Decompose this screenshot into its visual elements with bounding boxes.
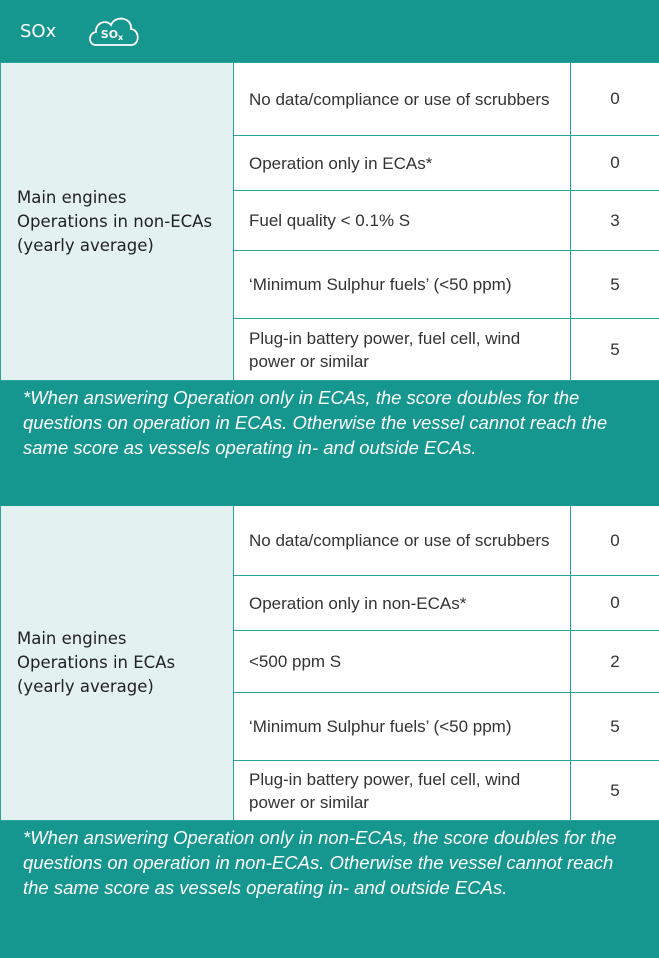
header: SOx SOx — [0, 0, 659, 62]
option: Plug-in battery power, fuel cell, wind p… — [234, 319, 571, 381]
score: 0 — [571, 506, 659, 576]
option: ‘Minimum Sulphur fuels’ (<50 ppm) — [234, 251, 571, 319]
score: 2 — [571, 631, 659, 693]
label-line: Main engines — [17, 627, 233, 651]
label-line: Main engines — [17, 186, 233, 210]
label-line: Operations in non-ECAs — [17, 210, 233, 234]
footnote: *When answering Operation only in ECAs, … — [1, 381, 659, 506]
score: 0 — [571, 63, 659, 136]
header-title: SOx — [20, 21, 86, 42]
footnote: *When answering Operation only in non-EC… — [1, 821, 659, 958]
score: 5 — [571, 251, 659, 319]
label-line: Operations in ECAs — [17, 651, 233, 675]
score: 5 — [571, 319, 659, 381]
option: Fuel quality < 0.1% S — [234, 191, 571, 251]
score: 5 — [571, 761, 659, 821]
icon-subscript: x — [118, 33, 124, 42]
score: 3 — [571, 191, 659, 251]
cloud-icon: SOx — [86, 11, 142, 51]
option: Operation only in non-ECAs* — [234, 576, 571, 631]
score: 5 — [571, 693, 659, 761]
option: No data/compliance or use of scrubbers — [234, 63, 571, 136]
option: ‘Minimum Sulphur fuels’ (<50 ppm) — [234, 693, 571, 761]
option: Operation only in ECAs* — [234, 136, 571, 191]
score: 0 — [571, 576, 659, 631]
icon-label: SO — [101, 28, 118, 41]
svg-text:SOx: SOx — [101, 28, 124, 42]
option: No data/compliance or use of scrubbers — [234, 506, 571, 576]
label-line: (yearly average) — [17, 675, 233, 699]
score: 0 — [571, 136, 659, 191]
footnote-row: *When answering Operation only in ECAs, … — [1, 381, 659, 506]
option: <500 ppm S — [234, 631, 571, 693]
option: Plug-in battery power, fuel cell, wind p… — [234, 761, 571, 821]
label-line: (yearly average) — [17, 234, 233, 258]
footnote-row: *When answering Operation only in non-EC… — [1, 821, 659, 958]
